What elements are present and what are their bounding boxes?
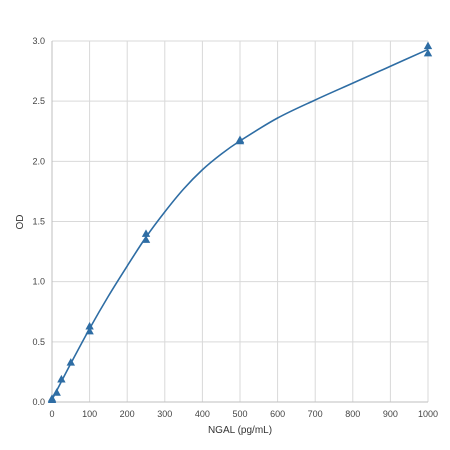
fit-curve [51, 48, 429, 400]
x-axis-title: NGAL (pg/mL) [208, 425, 272, 436]
x-tick-label: 200 [120, 409, 135, 419]
data-point-triangle [57, 374, 66, 383]
y-tick-label: 2.5 [32, 96, 45, 106]
y-tick-label: 0.0 [32, 397, 45, 407]
data-point-triangle [423, 48, 433, 57]
data-point-triangle [66, 358, 75, 366]
data-point-triangle [141, 229, 151, 237]
x-tick-label: 100 [82, 409, 97, 419]
data-point-triangle [235, 136, 245, 145]
data-point-triangle [52, 388, 61, 396]
y-tick-label: 3.0 [32, 36, 45, 46]
data-point-triangle [423, 41, 433, 50]
y-tick-label: 1.5 [32, 217, 45, 227]
x-tick-label: 600 [270, 409, 285, 419]
x-tick-label: 800 [345, 409, 360, 419]
y-tick-label: 2.0 [32, 156, 45, 166]
fit-curve-layer [51, 48, 429, 400]
x-tick-label: 0 [49, 409, 54, 419]
y-tick-label: 1.0 [32, 277, 45, 287]
data-point-triangle [85, 321, 94, 330]
x-tick-label: 700 [308, 409, 323, 419]
x-tick-label: 900 [383, 409, 398, 419]
data-point-triangle [141, 235, 151, 243]
data-point-triangle [47, 395, 57, 403]
x-tick-label: 1000 [418, 409, 438, 419]
y-tick-label: 0.5 [32, 337, 45, 347]
y-tick-labels: 0.0 0.5 1.0 1.5 2.0 2.5 3.0 [32, 36, 45, 407]
data-point-triangle [85, 326, 94, 335]
x-tick-labels: 0 100 200 300 400 500 600 700 800 900 1000 [49, 409, 438, 419]
x-tick-label: 400 [195, 409, 210, 419]
data-points [47, 41, 433, 403]
axes [51, 41, 428, 403]
x-tick-label: 500 [232, 409, 247, 419]
gridlines [52, 40, 429, 402]
y-axis-title: OD [15, 215, 26, 230]
x-tick-label: 300 [157, 409, 172, 419]
